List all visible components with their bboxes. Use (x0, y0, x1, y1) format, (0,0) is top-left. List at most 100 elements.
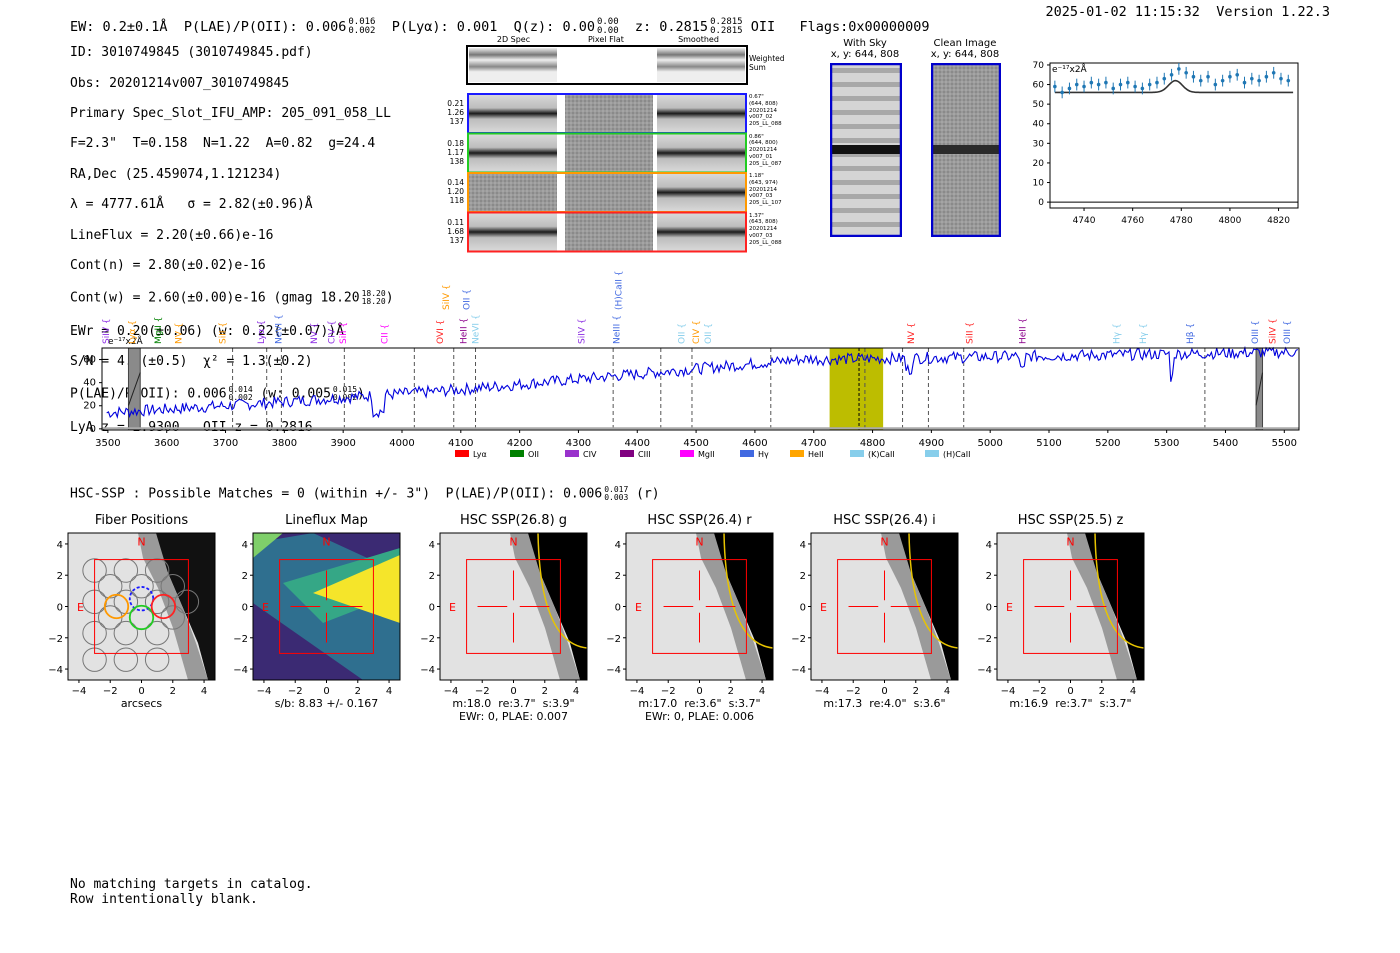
hsc-ytick-label: −2 (48, 634, 63, 645)
zoom-point (1096, 82, 1101, 87)
hsc-xtick-label: 4 (1130, 686, 1136, 697)
spectrum-line-label: SiII { (219, 322, 229, 344)
spectrum-line-label: CII { (380, 324, 390, 344)
zoom-point (1104, 80, 1108, 85)
header-plya: P(Lyα): 0.001 (391, 19, 498, 35)
spectrum-line-label: SiIV { (102, 318, 112, 344)
zoom-point (1279, 76, 1283, 81)
hsc-summary-band: (r) (636, 486, 660, 502)
header-timestamp: 2025-01-02 11:15:32 (1045, 4, 1200, 20)
hsc-east-label: E (635, 601, 642, 614)
spectrum-legend-label: (H)CaII (943, 450, 970, 459)
spectrum-line-label: HeII { (1019, 318, 1029, 344)
footer: No matching targets in catalog. Row inte… (70, 877, 313, 907)
header-qz-lo: 0.00 (596, 26, 619, 36)
spectrum-legend-label: (K)CaII (868, 450, 895, 459)
hsc-image-1 (253, 533, 400, 680)
hsc-east-label: E (820, 601, 827, 614)
hsc-xtick-label: 2 (170, 686, 176, 697)
hsc-panel-5: N E −4 −4 −2 −2 0 0 2 2 4 4 (977, 532, 1145, 697)
zoom-point (1250, 76, 1254, 81)
cutout-left-3: 0.11 1.68 137 (447, 217, 464, 245)
hsc-caption-5: m:16.9 re:3.7" s:3.7" (1009, 697, 1132, 710)
hsc-east-label: E (449, 601, 456, 614)
spectrum-legend-swatch (850, 450, 864, 457)
with-sky-title: With Sky (843, 38, 887, 49)
hsc-aperture-box (94, 559, 189, 654)
header-ew: EW: 0.2±0.1Å (70, 19, 168, 35)
header-z: z: 0.2815 (634, 19, 709, 35)
weighted-sum-label: Weighted Sum (749, 54, 785, 72)
hsc-xtick-label: 2 (728, 686, 734, 697)
spectrum-xtick-label: 5100 (1036, 438, 1061, 449)
hsc-aperture-box (652, 559, 747, 654)
hsc-aperture-box (837, 559, 932, 654)
spectrum-upper-label: (H)CaII { (614, 271, 624, 311)
spectrum-line-label: OII { (677, 323, 687, 344)
spectrum-line-label: CIV { (327, 320, 337, 344)
fiber-circle-highlight (150, 593, 177, 620)
spectrum-upper-label: OII { (463, 289, 473, 310)
hsc-ellipse-3 (723, 532, 774, 649)
hsc-east-label: E (1006, 601, 1013, 614)
spectrum-line-label: NeVI { (472, 314, 482, 344)
fiber-circle (113, 620, 139, 646)
hsc-ytick-label: 0 (800, 603, 806, 614)
zoom-ytick-label: 0 (1038, 198, 1044, 208)
spectrum-line-label: Hγ { (1113, 323, 1123, 344)
spectrum-xtick-label: 4800 (860, 438, 885, 449)
zoom-point (1177, 67, 1181, 71)
zoom-xtick-label: 4740 (1073, 216, 1096, 226)
fiber-circle (129, 573, 154, 599)
spectrum-xtick-label: 3800 (272, 438, 297, 449)
spectrum-legend-swatch (740, 450, 754, 457)
hsc-caption-2: m:18.0 re:3.7" s:3.9" (452, 697, 575, 710)
zoom-model-line (1054, 79, 1294, 94)
spectrum-legend-swatch (620, 450, 634, 457)
hsc-caption2-2: EWr: 0, PLAE: 0.007 (458, 710, 569, 723)
header-right: 2025-01-02 11:15:32 Version 1.22.3 (1046, 4, 1331, 20)
hsc-ytick-label: −4 (977, 665, 992, 676)
hsc-xtick-label: −4 (630, 686, 645, 697)
hsc-panel-title-3: HSC SSP(26.4) r (647, 513, 752, 528)
spectrum-chart: 0 20 40 60 3500 3600 3700 3800 3900 4000 4100 4200 4… (83, 271, 1300, 459)
spectrum-xtick-label: 4300 (566, 438, 591, 449)
info-contw-lo: 18.20 (361, 297, 386, 307)
cutout-right-0: 0.67" (644, 808) 20201214 v007_02 205_LL… (749, 94, 782, 128)
zoom-frame (1049, 62, 1299, 209)
hsc-ytick-label: −4 (791, 665, 806, 676)
spectrum-line-label: NV { (310, 323, 320, 344)
hsc-ytick-label: 0 (615, 603, 621, 614)
hsc-xtick-label: −2 (1032, 686, 1047, 697)
zoom-ytick-label: 50 (1033, 100, 1045, 110)
hsc-summary-hi: 0.017 (604, 485, 629, 494)
hsc-ytick-label: 2 (429, 571, 435, 582)
hsc-panel-title-1: Lineflux Map (285, 513, 368, 528)
hsc-xtick-label: −2 (288, 686, 303, 697)
hsc-ellipse-5 (1094, 532, 1145, 649)
cutout-right-3: 1.37" (643, 808) 20201214 v007_03 205_LL… (749, 212, 782, 246)
header-qz: Q(z): 0.00 (513, 19, 595, 35)
hsc-ytick-label: −4 (48, 665, 63, 676)
hsc-xtick-label: 0 (510, 686, 516, 697)
spectrum-line-label: NV { (174, 323, 184, 344)
clean-title: Clean Image (933, 38, 997, 49)
header-flags: Flags:0x00000009 (799, 19, 930, 35)
cutout-row-3 (467, 211, 747, 253)
hsc-xtick-label: −4 (1001, 686, 1016, 697)
zoom-chart: 0 10 20 30 40 50 60 70 4740 4760 4780 4800 4820 e⁻¹⁷x… (1033, 61, 1299, 226)
spectrum-xtick-label: 3700 (213, 438, 238, 449)
zoom-point (1089, 80, 1094, 85)
hsc-xtick-label: 4 (201, 686, 207, 697)
zoom-point (1162, 76, 1167, 81)
info-id: ID: 3010749845 (3010749845.pdf) (70, 45, 313, 61)
info-block: ID: 3010749845 (3010749845.pdf) Obs: 202… (70, 30, 394, 450)
spectrum-line-label: Lyα { (257, 320, 267, 344)
hsc-ytick-label: 4 (615, 540, 621, 551)
spectrum-mask-hatch (1255, 372, 1264, 406)
hsc-panel-0: N E −4 −4 −2 −2 0 0 2 2 4 4 (48, 532, 216, 697)
zoom-point (1111, 86, 1116, 91)
spectrum-line-label: HeII { (460, 318, 470, 344)
spectrum-ytick-label: 20 (83, 401, 96, 412)
weighted-sum-2d (469, 48, 557, 82)
